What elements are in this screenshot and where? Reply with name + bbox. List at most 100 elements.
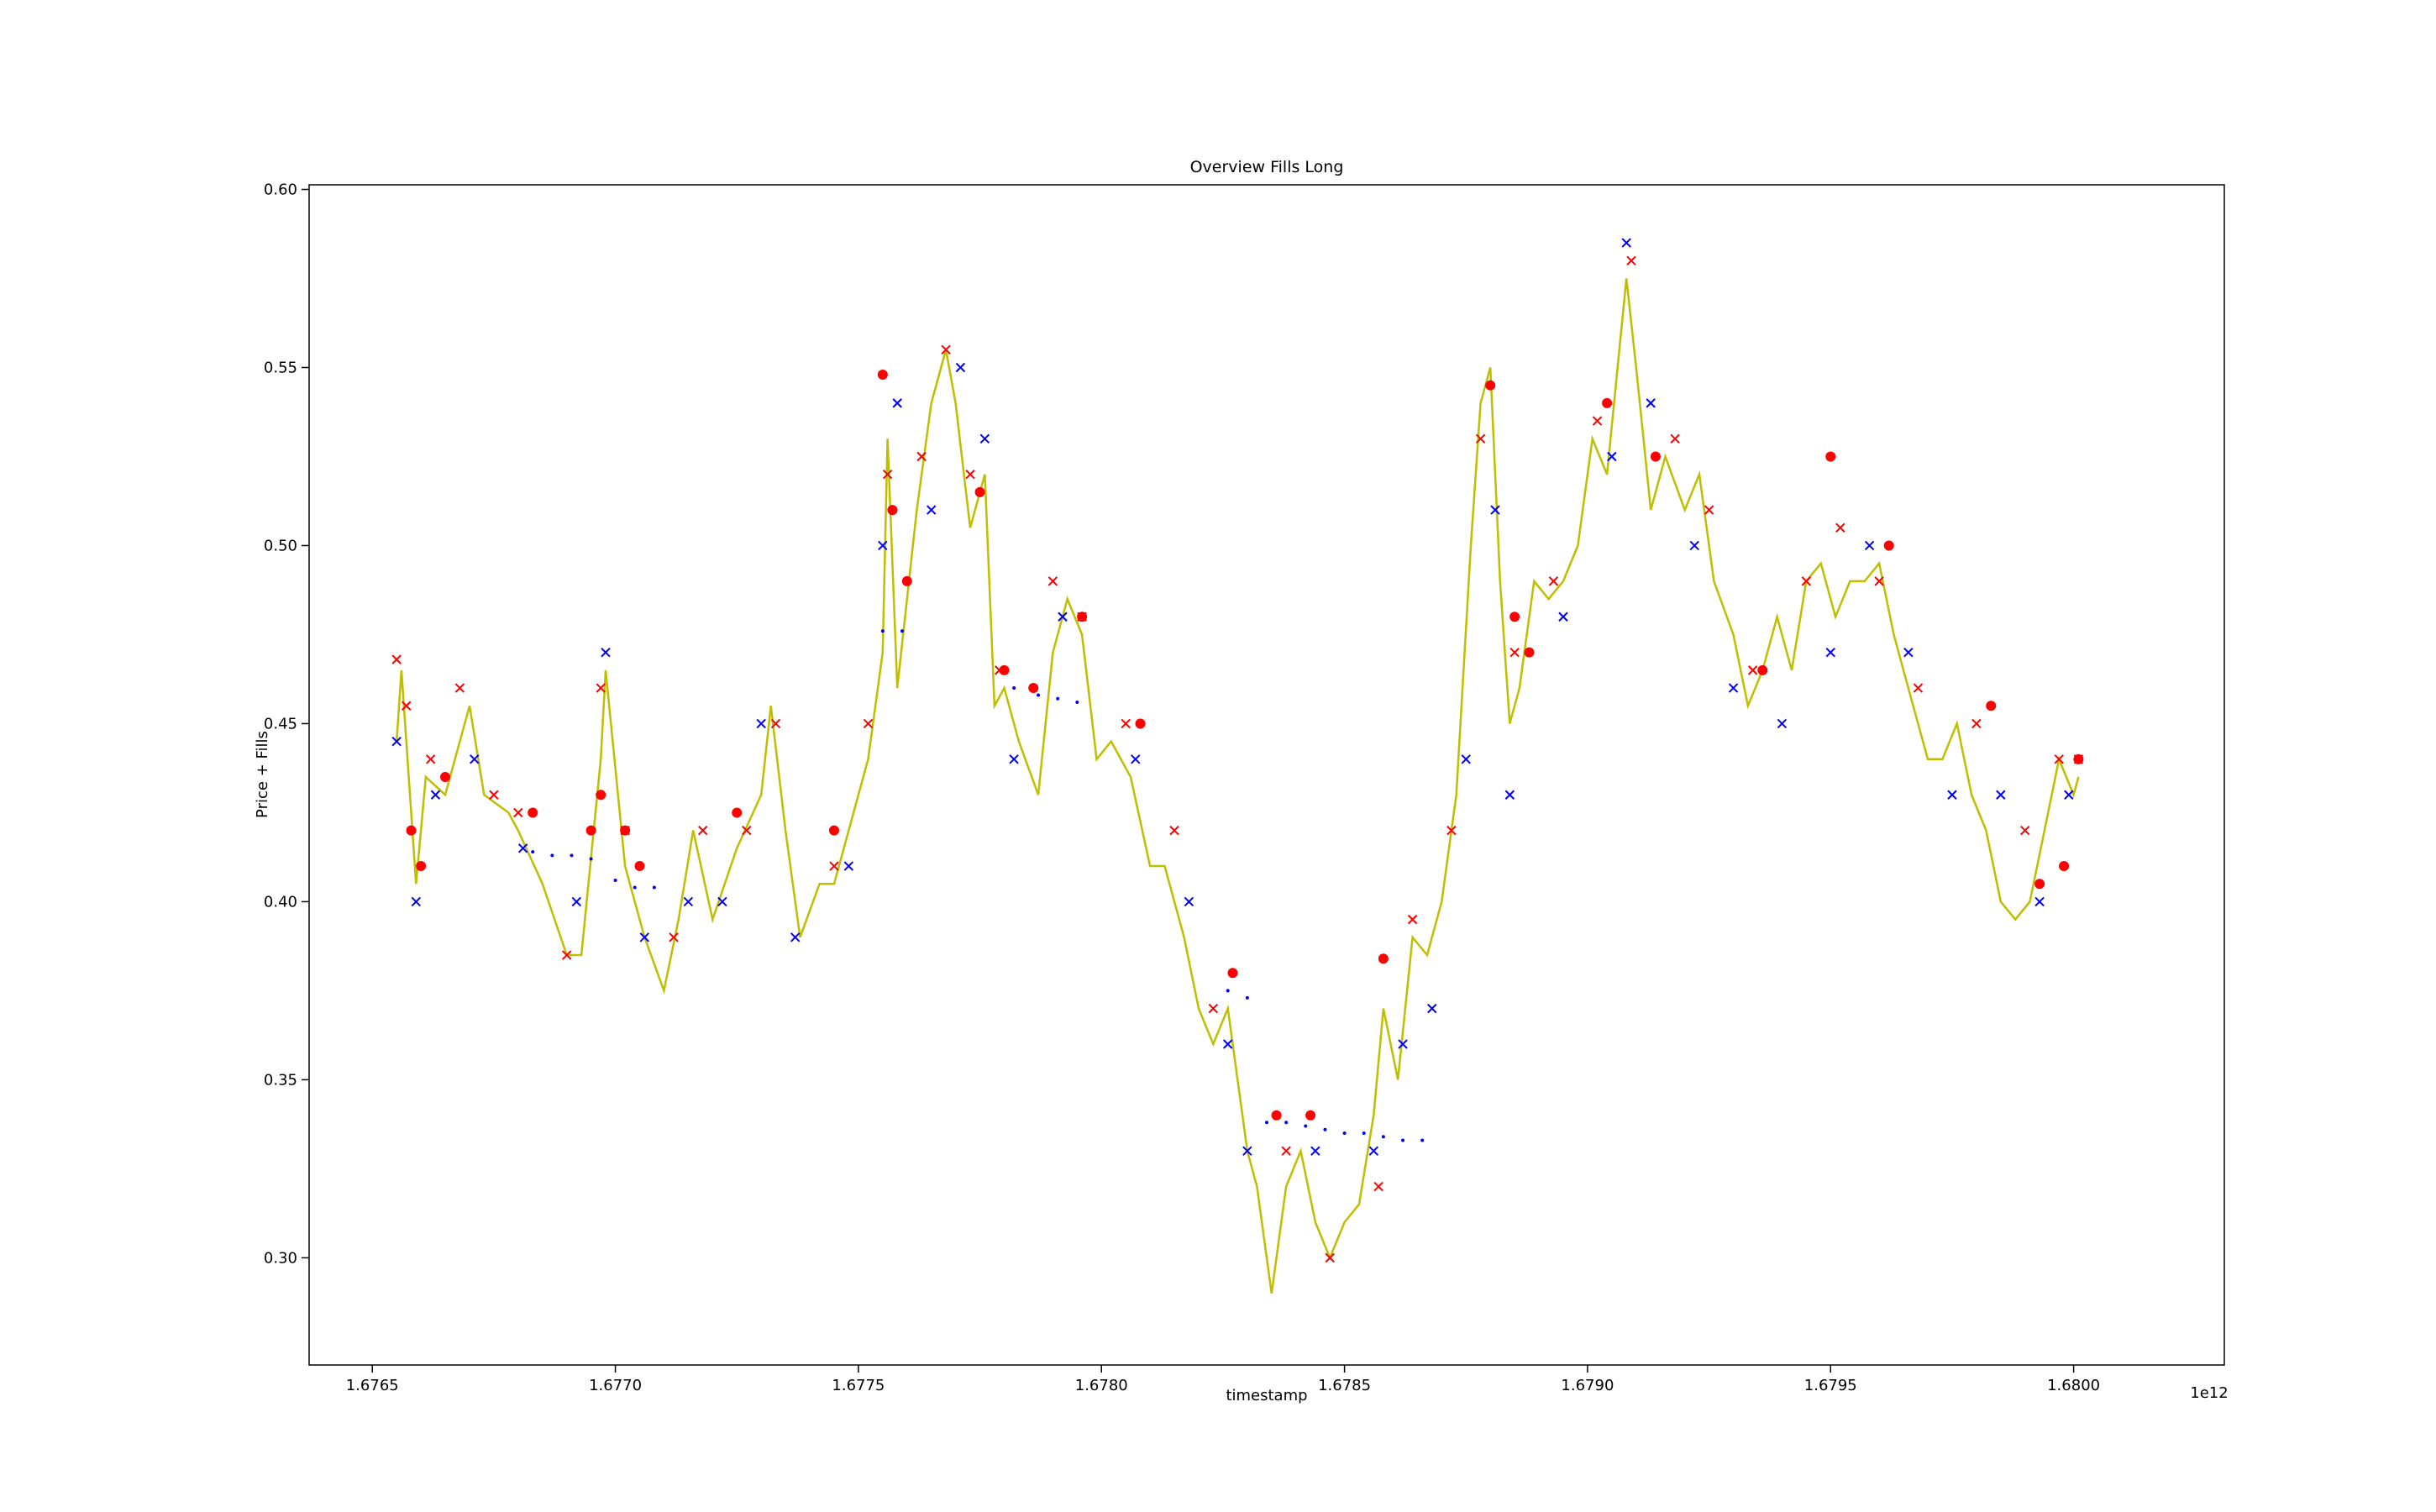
fill-cross [1903, 647, 1914, 658]
y-tick-label: 0.55 [264, 359, 297, 376]
fill-cross [916, 451, 927, 462]
fill-cross [601, 647, 611, 658]
fill-cross [454, 683, 465, 693]
fill-cross [1208, 1003, 1219, 1014]
fill-cross [2064, 790, 2074, 800]
position-dot [1304, 1124, 1308, 1128]
fill-cross [1242, 1146, 1252, 1156]
fill-cross [955, 362, 966, 373]
fill-cross [425, 754, 436, 764]
fill-dot [1883, 540, 1894, 551]
fill-cross [1368, 1146, 1379, 1156]
fill-cross [1728, 683, 1739, 693]
fill-cross [1777, 718, 1788, 729]
fill-dot [1757, 664, 1768, 675]
fill-dot [416, 861, 427, 872]
fill-dot [1305, 1110, 1316, 1121]
x-tick-label: 1.6790 [1561, 1377, 1614, 1394]
x-tick-label: 1.6780 [1075, 1377, 1128, 1394]
y-tick-label: 0.45 [264, 715, 297, 732]
position-dot [1284, 1121, 1289, 1125]
position-dot [652, 885, 656, 890]
position-dot [589, 857, 593, 861]
fill-cross [669, 932, 679, 942]
fill-cross [1864, 540, 1875, 551]
position-dot [1420, 1138, 1425, 1142]
fill-cross [965, 469, 975, 480]
x-offset-label: 1e12 [2190, 1384, 2228, 1402]
fill-cross [1407, 914, 1418, 925]
chart-title: Overview Fills Long [1190, 158, 1344, 176]
fill-cross [843, 861, 854, 871]
position-dot [1037, 693, 1041, 697]
fill-cross [1184, 896, 1194, 907]
position-dot [1056, 696, 1060, 701]
fill-dot [1077, 612, 1088, 622]
fill-dot [585, 825, 596, 836]
fill-cross [571, 896, 581, 907]
x-tick-label: 1.6770 [589, 1377, 642, 1394]
fill-dot [1135, 718, 1146, 729]
fill-dot [1509, 612, 1520, 622]
fill-cross [1373, 1181, 1383, 1192]
position-dot [531, 850, 535, 854]
fill-cross [1592, 416, 1603, 426]
fill-cross [1621, 238, 1631, 248]
fill-cross [892, 398, 902, 408]
fill-dot [440, 772, 451, 783]
fill-cross [489, 790, 499, 800]
fill-cross [1047, 576, 1058, 586]
fill-cross [1626, 255, 1636, 266]
fill-dot [999, 664, 1010, 675]
fill-cross [1874, 576, 1884, 586]
fill-cross [1427, 1003, 1437, 1014]
fill-cross [790, 932, 801, 942]
fill-dot [634, 861, 645, 872]
fill-cross [1825, 647, 1835, 658]
fill-dot [1602, 397, 1613, 408]
fill-cross [1913, 683, 1924, 693]
fill-cross [391, 736, 402, 747]
y-tick-label: 0.35 [264, 1071, 297, 1089]
fill-cross [1747, 665, 1758, 675]
fill-cross [829, 861, 839, 871]
fill-cross [756, 718, 766, 729]
fill-cross [717, 896, 727, 907]
position-dot [613, 878, 617, 882]
fill-dot [1485, 380, 1496, 391]
fill-cross [411, 896, 422, 907]
fill-dot [528, 807, 538, 818]
fill-cross [513, 807, 523, 818]
fill-cross [1461, 754, 1471, 764]
fill-cross [878, 540, 888, 551]
fill-dot [901, 575, 912, 586]
x-tick-label: 1.6765 [346, 1377, 399, 1394]
fill-dot [620, 825, 631, 836]
position-dot [1323, 1127, 1327, 1131]
fill-cross [683, 896, 694, 907]
fill-cross [1490, 505, 1500, 515]
fill-cross [698, 825, 708, 836]
y-axis-label: Price + Fills [254, 731, 271, 818]
fill-cross [517, 843, 528, 853]
x-axis-label: timestamp [1226, 1387, 1307, 1404]
fill-dot [1825, 451, 1836, 462]
fill-cross [1310, 1146, 1320, 1156]
fill-cross [1058, 612, 1068, 622]
position-dot [550, 853, 554, 858]
fill-dot [1378, 953, 1389, 964]
fill-cross [1504, 790, 1515, 800]
fill-cross [561, 950, 572, 960]
x-tick-label: 1.6800 [2047, 1377, 2100, 1394]
position-dot [1342, 1131, 1347, 1136]
fill-cross [1223, 1039, 1233, 1049]
position-dot [1265, 1121, 1268, 1125]
fill-cross [1558, 612, 1568, 622]
fill-cross [927, 505, 937, 515]
position-dot [880, 629, 885, 633]
fill-cross [1131, 754, 1141, 764]
fill-cross [1689, 540, 1699, 551]
fill-cross [941, 344, 951, 355]
position-dot [1245, 995, 1249, 1000]
